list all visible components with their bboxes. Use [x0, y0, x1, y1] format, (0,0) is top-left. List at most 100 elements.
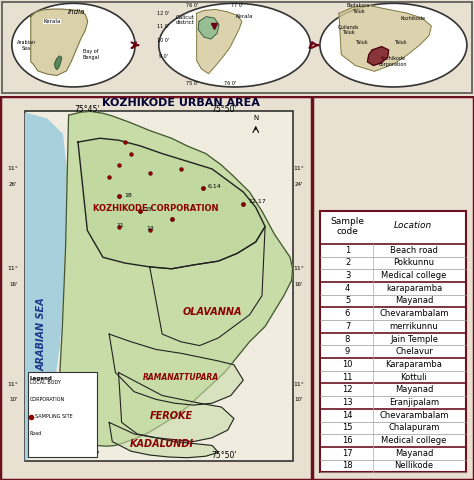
Text: 10': 10': [9, 397, 18, 402]
Text: 11: 11: [342, 372, 353, 382]
Text: Kerala: Kerala: [44, 19, 61, 24]
Polygon shape: [55, 56, 62, 70]
Text: 75 0': 75 0': [186, 81, 198, 85]
Text: 3: 3: [345, 271, 350, 280]
Text: 10 0': 10 0': [157, 38, 170, 43]
Polygon shape: [198, 17, 219, 39]
Text: Sample: Sample: [330, 217, 365, 226]
Text: KADALUNDI: KADALUNDI: [130, 439, 194, 449]
Text: 76 0': 76 0': [186, 3, 198, 8]
Polygon shape: [26, 113, 69, 460]
Text: Bay of
Bengal: Bay of Bengal: [82, 49, 100, 60]
Text: ARABIAN SEA: ARABIAN SEA: [37, 297, 47, 371]
Text: Mayanad: Mayanad: [395, 297, 433, 305]
Polygon shape: [367, 47, 389, 66]
Text: 16': 16': [294, 282, 303, 287]
Text: 10': 10': [294, 397, 303, 402]
Text: Kerala: Kerala: [236, 14, 253, 19]
Text: Mayanad: Mayanad: [395, 385, 433, 394]
Polygon shape: [197, 10, 242, 73]
Text: Location: Location: [393, 221, 431, 230]
Ellipse shape: [320, 3, 467, 87]
Text: Badakara
Taluk: Badakara Taluk: [346, 3, 370, 14]
Text: OLAVANNA: OLAVANNA: [182, 307, 242, 317]
Text: Kottuli: Kottuli: [401, 372, 428, 382]
Text: Eranjipalam: Eranjipalam: [389, 398, 439, 407]
Text: 18: 18: [342, 461, 353, 470]
Text: 17: 17: [342, 449, 353, 458]
Text: Chevarambalam: Chevarambalam: [379, 309, 449, 318]
Text: 4: 4: [345, 284, 350, 293]
Text: 75°50': 75°50': [212, 105, 237, 114]
Text: Chalapuram: Chalapuram: [388, 423, 440, 432]
Polygon shape: [309, 42, 313, 48]
Bar: [28, 372, 97, 457]
Bar: [25, 111, 293, 461]
Text: 12,17: 12,17: [248, 199, 266, 204]
Text: Medical college: Medical college: [381, 271, 447, 280]
Text: 7: 7: [345, 322, 350, 331]
Text: 16: 16: [342, 436, 353, 445]
Text: Beach road: Beach road: [390, 246, 438, 255]
Text: India: India: [68, 9, 85, 15]
Ellipse shape: [12, 3, 135, 87]
Text: 76 0': 76 0': [224, 81, 236, 85]
Text: 11°: 11°: [293, 382, 304, 386]
Text: 26': 26': [9, 182, 18, 187]
Text: 9 0': 9 0': [159, 54, 168, 59]
Text: N: N: [253, 115, 258, 121]
Text: Medical college: Medical college: [381, 436, 447, 445]
Text: Calicut
district: Calicut district: [175, 14, 194, 25]
Text: 16': 16': [9, 282, 18, 287]
Text: Taluk: Taluk: [394, 40, 407, 45]
Text: Mayanad: Mayanad: [395, 449, 433, 458]
Text: Taluk: Taluk: [355, 40, 367, 45]
Text: 11°: 11°: [8, 167, 18, 171]
Text: 11: 11: [116, 223, 124, 228]
Text: karaparamba: karaparamba: [386, 284, 442, 293]
Bar: [320, 211, 466, 472]
Text: Kozhikode
corporation: Kozhikode corporation: [379, 56, 408, 67]
Polygon shape: [339, 6, 431, 71]
Text: 12: 12: [342, 385, 353, 394]
Text: Pokkunnu: Pokkunnu: [393, 258, 435, 267]
Text: 11°: 11°: [8, 266, 18, 271]
Polygon shape: [109, 422, 219, 458]
Polygon shape: [118, 372, 234, 442]
Text: 11 0': 11 0': [157, 24, 170, 29]
Text: Chelavur: Chelavur: [395, 347, 433, 356]
Text: 1: 1: [345, 246, 350, 255]
Text: 6,14: 6,14: [208, 184, 221, 189]
Text: RAMANATTUPARA: RAMANATTUPARA: [143, 373, 219, 382]
Text: 14: 14: [342, 411, 353, 420]
Text: Karaparamba: Karaparamba: [385, 360, 442, 369]
Text: KOZHIKODE URBAN AREA: KOZHIKODE URBAN AREA: [102, 97, 260, 108]
Text: 11°: 11°: [293, 266, 304, 271]
Text: 13: 13: [146, 226, 155, 231]
Polygon shape: [109, 334, 243, 405]
Text: Road: Road: [30, 432, 42, 436]
Text: Arabian
Sea: Arabian Sea: [17, 40, 36, 50]
Text: 24': 24': [294, 182, 303, 187]
Text: 12 0': 12 0': [157, 11, 170, 16]
Text: 15: 15: [144, 207, 152, 212]
Text: 10: 10: [342, 360, 353, 369]
Text: Chevarambalam: Chevarambalam: [379, 411, 449, 420]
Text: 18: 18: [125, 192, 133, 198]
Text: 2: 2: [345, 258, 350, 267]
Text: 75°45': 75°45': [74, 105, 100, 114]
Text: 9: 9: [345, 347, 350, 356]
Text: 5: 5: [345, 297, 350, 305]
Text: 13: 13: [342, 398, 353, 407]
Text: FEROKE: FEROKE: [150, 410, 193, 420]
Text: Quilands
Taluk: Quilands Taluk: [337, 24, 359, 35]
Text: merrikunnu: merrikunnu: [390, 322, 438, 331]
Text: 15: 15: [342, 423, 353, 432]
Text: Legend: Legend: [30, 375, 53, 381]
Text: 8: 8: [345, 335, 350, 344]
Polygon shape: [31, 9, 88, 75]
Text: Kozhikode: Kozhikode: [401, 15, 426, 21]
Polygon shape: [132, 42, 137, 48]
Text: 75°45': 75°45': [74, 451, 100, 459]
Text: 11°: 11°: [293, 167, 304, 171]
